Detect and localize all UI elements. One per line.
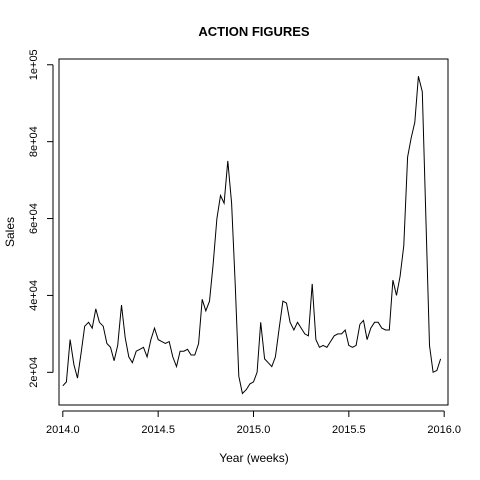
x-tick-label: 2016.0 [427, 424, 461, 436]
y-tick-label: 8e+04 [28, 126, 40, 157]
x-tick-label: 2014.0 [46, 424, 80, 436]
x-axis: 2014.0 2014.5 2015.0 2015.5 2016.0 [46, 410, 461, 436]
y-tick-label: 1e+05 [28, 49, 40, 80]
x-axis-label: Year (weeks) [219, 451, 289, 465]
x-tick-label: 2015.5 [332, 424, 366, 436]
x-tick-label: 2015.0 [237, 424, 271, 436]
y-axis-label: Sales [3, 217, 17, 247]
plot-frame [58, 58, 449, 406]
x-tick-label: 2014.5 [141, 424, 175, 436]
y-tick-label: 6e+04 [28, 203, 40, 234]
y-axis: 2e+04 4e+04 6e+04 8e+04 1e+05 [28, 49, 54, 388]
chart-title: ACTION FIGURES [198, 24, 310, 39]
y-tick-label: 4e+04 [28, 280, 40, 311]
y-tick-label: 2e+04 [28, 357, 40, 388]
series-line [62, 76, 442, 395]
series-layer [62, 76, 442, 395]
